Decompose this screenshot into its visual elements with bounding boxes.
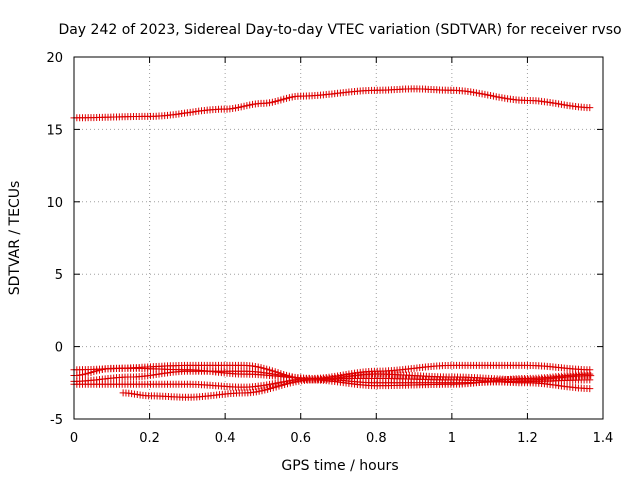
y-tick-label: 20 [46,51,63,66]
data-point [492,93,500,101]
data-point [274,379,282,387]
x-tick-label: 1.4 [593,431,614,446]
data-point [586,385,594,393]
y-tick-label: 5 [55,268,63,283]
data-point [478,90,486,98]
data-point [266,385,274,393]
data-point [586,104,594,112]
x-axis-label: GPS time / hours [281,458,398,474]
grid [74,57,603,419]
data-point [234,103,242,111]
data-point [275,382,283,390]
data-point [240,102,248,110]
data-point [266,380,274,388]
series-sat-e [119,370,595,401]
data-point [281,381,289,389]
data-point [289,378,297,386]
data-point [266,99,274,107]
data-point [586,366,594,374]
data-point [475,89,483,97]
y-tick-label: 0 [55,341,63,356]
y-tick-label: 10 [46,196,63,211]
data-point [271,98,279,106]
data-point [481,90,489,98]
data-point [269,384,277,392]
data-point [495,93,503,101]
data-point [278,381,286,389]
data-point [255,387,263,395]
axis-ticks: 0 0.2 0.4 0.6 0.8 1 1.2 1.4 -5 0 5 10 15 20 [46,51,613,446]
data-point [277,96,285,104]
data-point [272,383,280,391]
series-sat-f [70,367,594,387]
data-point [283,94,291,102]
x-tick-label: 1.2 [517,431,538,446]
y-tick-label: 15 [46,123,63,138]
x-tick-label: 0.8 [366,431,387,446]
y-tick-label: -5 [50,413,63,428]
data-point [274,97,282,105]
data-point [487,92,495,100]
data-point [268,98,276,106]
data-point [484,91,492,99]
data-point [489,92,497,100]
x-tick-label: 0.4 [215,431,236,446]
data-point [237,103,245,111]
data-point [277,378,285,386]
data-series [70,85,595,401]
data-point [472,89,480,97]
x-tick-label: 0 [70,431,78,446]
data-point [285,94,293,102]
x-tick-label: 0.6 [290,431,311,446]
chart-title: Day 242 of 2023, Sidereal Day-to-day VTE… [58,22,621,38]
data-point [292,378,300,386]
plot-frame [73,56,604,420]
x-tick-label: 0.2 [139,431,160,446]
data-point [252,388,260,396]
x-tick-label: 1 [448,431,456,446]
data-point [232,104,240,112]
data-point [243,102,251,110]
data-point [258,387,266,395]
data-point [261,386,269,394]
data-point [246,101,254,109]
data-point [587,372,595,380]
data-point [283,380,291,388]
data-point [586,376,594,384]
data-point [280,95,288,103]
data-point [271,379,279,387]
data-point [268,380,276,388]
y-axis-label: SDTVAR / TECUs [7,181,23,296]
data-point [264,385,272,393]
series-sat-b [70,361,594,390]
data-point [286,379,294,387]
series-sat-a [70,85,594,122]
